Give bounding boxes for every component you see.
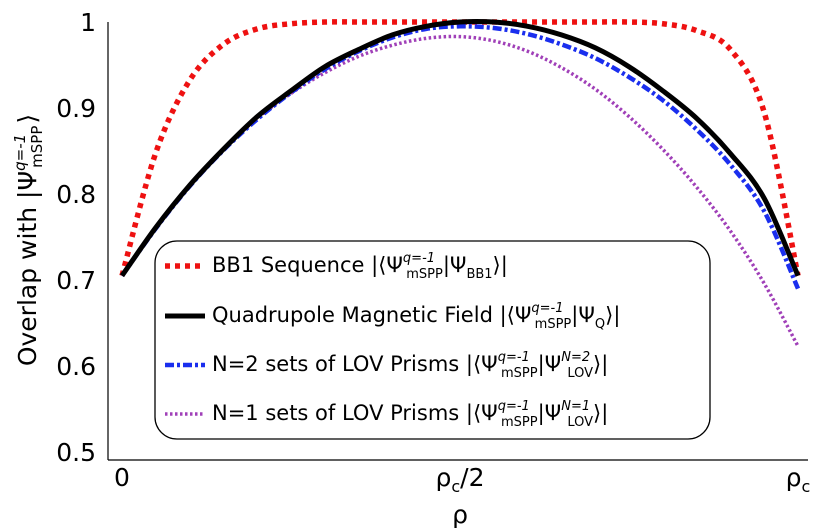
x-tick-label: ρc/2 [435,463,484,496]
x-tick-label: 0 [114,463,130,492]
legend-label-lov1: N=1 sets of LOV Prisms |⟨Ψq=-1 mSPP|ΨN=1 L… [212,399,608,430]
x-axis-label: ρ [452,500,468,529]
legend-label-bb1: BB1 Sequence |⟨Ψq=-1 mSPP|ΨBB1⟩| [212,251,508,282]
legend-label-quad: Quadrupole Magnetic Field |⟨Ψq=-1 mSPP|ΨQ… [212,301,620,332]
legend-box [154,240,711,440]
y-tick-label: 0.8 [56,180,96,209]
x-tick-label: ρc [786,463,811,496]
legend-label-lov2: N=2 sets of LOV Prisms |⟨Ψq=-1 mSPP|ΨN=2 L… [212,350,608,381]
y-tick-label: 0.5 [56,438,96,467]
y-tick-label: 0.9 [56,94,96,123]
legend: BB1 Sequence |⟨Ψq=-1 mSPP|ΨBB1⟩| Quadrupol… [154,240,711,440]
series-lines [119,18,801,348]
y-tick-label: 0.6 [56,352,96,381]
axes [107,22,808,461]
y-axis-label: Overlap with |Ψq=-1mSPP⟩ [11,114,46,366]
tick-labels: 0.5 0.6 0.7 0.8 0.9 1 0 ρc/2 ρc [56,8,810,496]
y-tick-label: 0.7 [56,266,96,295]
y-tick-label: 1 [80,8,96,37]
series-line-quad [119,18,801,278]
series-line-lov2 [120,24,801,290]
axis-labels: ρ Overlap with |Ψq=-1mSPP⟩ [11,114,468,529]
